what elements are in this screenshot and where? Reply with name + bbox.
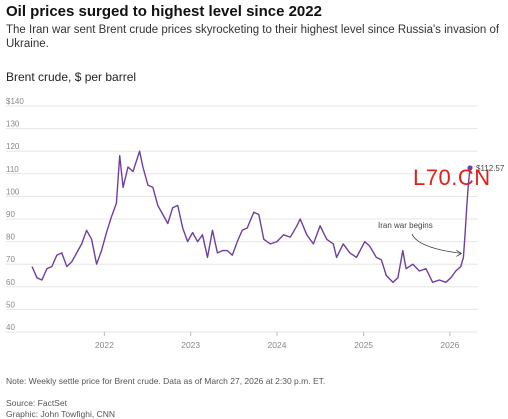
- y-tick-label: 80: [6, 233, 15, 242]
- y-tick-label: 50: [6, 300, 15, 309]
- y-tick-label: 40: [6, 323, 15, 332]
- iran-war-arrow: [411, 233, 462, 254]
- x-tick-label: 2025: [354, 340, 373, 350]
- last-value-dot: [467, 165, 473, 171]
- watermark-logo: L70.CN: [413, 165, 491, 190]
- last-value-label: $112.57: [476, 164, 505, 173]
- x-tick-label: 2026: [440, 340, 459, 350]
- chart-axis-label: Brent crude, $ per barrel: [6, 70, 137, 84]
- brent-price-line: [31, 150, 471, 283]
- annotation-layer: $112.57 Iran war begins: [378, 164, 505, 257]
- series-layer: [31, 150, 471, 283]
- y-tick-label: 60: [6, 278, 15, 287]
- source-credit: Source: FactSet: [6, 398, 67, 408]
- graphic-credit: Graphic: John Towfighi, CNN: [6, 409, 115, 419]
- footnote: Note: Weekly settle price for Brent crud…: [6, 376, 326, 386]
- x-tick-label: 2023: [181, 340, 200, 350]
- y-tick-label: $140: [6, 97, 24, 106]
- x-tick-label: 2024: [268, 340, 287, 350]
- x-tick-label: 2022: [95, 340, 114, 350]
- arrow-head: [456, 250, 463, 257]
- x-tick-labels: 2022 2023 2024 2025 2026: [95, 332, 460, 350]
- y-tick-labels: $140 130 120 110 100 90 80 70 60 50 40: [6, 97, 24, 332]
- grid-lines: [6, 105, 478, 333]
- chart-title: Oil prices surged to highest level since…: [6, 3, 322, 20]
- y-tick-label: 90: [6, 210, 15, 219]
- chart-subtitle: The Iran war sent Brent crude prices sky…: [6, 24, 500, 50]
- y-tick-label: 100: [6, 187, 20, 196]
- iran-war-annotation: Iran war begins: [378, 221, 433, 230]
- y-tick-label: 70: [6, 255, 15, 264]
- y-tick-label: 110: [6, 165, 19, 174]
- y-tick-label: 130: [6, 120, 20, 129]
- y-tick-label: 120: [6, 142, 20, 151]
